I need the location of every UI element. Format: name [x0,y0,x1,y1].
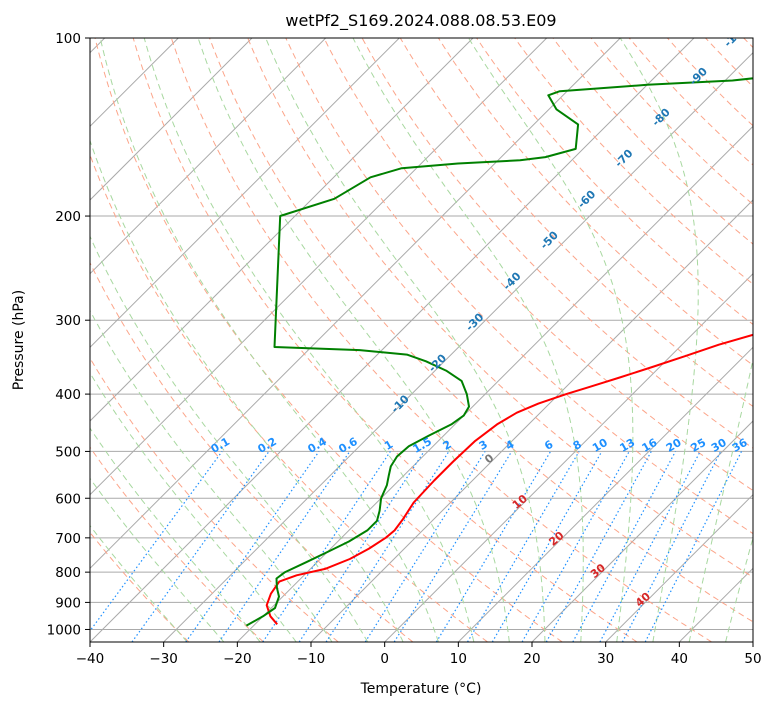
y-tick-label: 700 [55,531,81,547]
y-tick-label: 600 [55,491,81,507]
y-tick-label: 900 [55,595,81,611]
isotherm-line [90,38,253,201]
mixing-ratio-line [325,451,450,642]
y-tick-label: 400 [55,387,81,403]
y-tick-label: 1000 [47,622,81,638]
dry-adiabat-line [132,38,638,642]
dry-adiabat-line [323,38,753,492]
moist-adiabat-line [143,38,475,642]
dry-adiabat-line [247,38,753,578]
y-axis-title: Pressure (hPa) [11,290,27,390]
mixing-ratio-line [521,451,630,642]
series-layer [245,77,753,627]
moist-adiabat-line [352,38,584,642]
mixing-ratio-line [491,451,603,642]
isotherm-line [531,420,753,642]
mixing-ratio-line [90,451,223,632]
dry-adiabat-label: -100 [721,21,750,50]
moist-adiabat-line [90,427,261,642]
moist-adiabat-line [725,535,753,642]
dry-adiabat-line [90,261,414,642]
isotherm-line [236,125,753,642]
isotherm-line [90,38,621,570]
x-tick-label: 0 [380,651,389,667]
plot-frame [89,37,754,643]
x-tick-label: −10 [297,651,326,667]
moist-adiabat-line [99,38,439,642]
mixing-ratio-line [466,451,580,642]
x-tick-label: 40 [671,651,688,667]
dry-adiabat-line [170,38,712,642]
moist-adiabat-line [90,477,225,642]
isotherm-line [457,346,753,642]
dry-adiabat-line [209,38,753,623]
dry-adiabat-line [94,38,563,642]
isotherm-line [90,38,548,496]
x-axis-title: Temperature (°C) [360,681,482,697]
temperature-profile-line [265,333,753,625]
x-tick-label: 20 [523,651,540,667]
moist-adiabat-line [90,235,369,642]
isotherm-line [90,38,474,422]
mixing-ratio-line [185,451,320,642]
y-tick-label: 200 [55,209,81,225]
moist-adiabat-line [90,524,188,642]
isotherm-line [163,51,753,642]
mixing-ratio-line [435,451,552,642]
moist-adiabat-line [90,372,297,642]
x-tick-label: 50 [744,651,761,667]
moist-adiabat-line [90,309,333,642]
y-tick-label: 800 [55,565,81,581]
dry-adiabat-line [285,38,753,535]
dewpoint-profile-line [245,77,753,627]
dry-adiabat-line [90,357,339,642]
moist-adiabat-line [619,38,699,642]
moist-adiabat-line [197,38,510,642]
x-tick-label: 30 [597,651,614,667]
y-tick-label: 100 [55,31,81,47]
y-tick-label: 300 [55,313,81,329]
isotherm-line [605,493,753,642]
x-tick-label: −30 [149,651,178,667]
mixing-ratio-line [131,451,270,642]
axes-layer: −40 −30 −20 −10 0 10 20 30 40 50 100 200 300 400 500 60… [47,31,762,667]
mixing-ratio-line [218,451,351,642]
moist-adiabat-line [265,38,546,642]
isotherm-line [90,38,400,349]
x-tick-label: −40 [76,651,105,667]
mixing-ratio-line [545,451,652,642]
dry-adiabat-line [514,38,753,285]
x-tick-label: −20 [223,651,252,667]
chart-title: wetPf2_S169.2024.088.08.53.E09 [285,11,556,31]
moist-adiabat-line [90,139,404,642]
isotherm-line [90,38,695,642]
mixing-ratio-line [572,451,677,642]
mixing-ratio-line [364,451,486,642]
dry-adiabat-line [476,38,753,326]
isotherm-line [90,38,327,275]
grid-layer [90,38,753,642]
dry-adiabat-line [90,446,264,642]
isotherm-line [384,272,753,642]
mixing-ratio-line [393,451,513,642]
x-tick-label: 10 [450,651,467,667]
y-tick-label: 500 [55,444,81,460]
moist-adiabat-line [688,356,753,642]
